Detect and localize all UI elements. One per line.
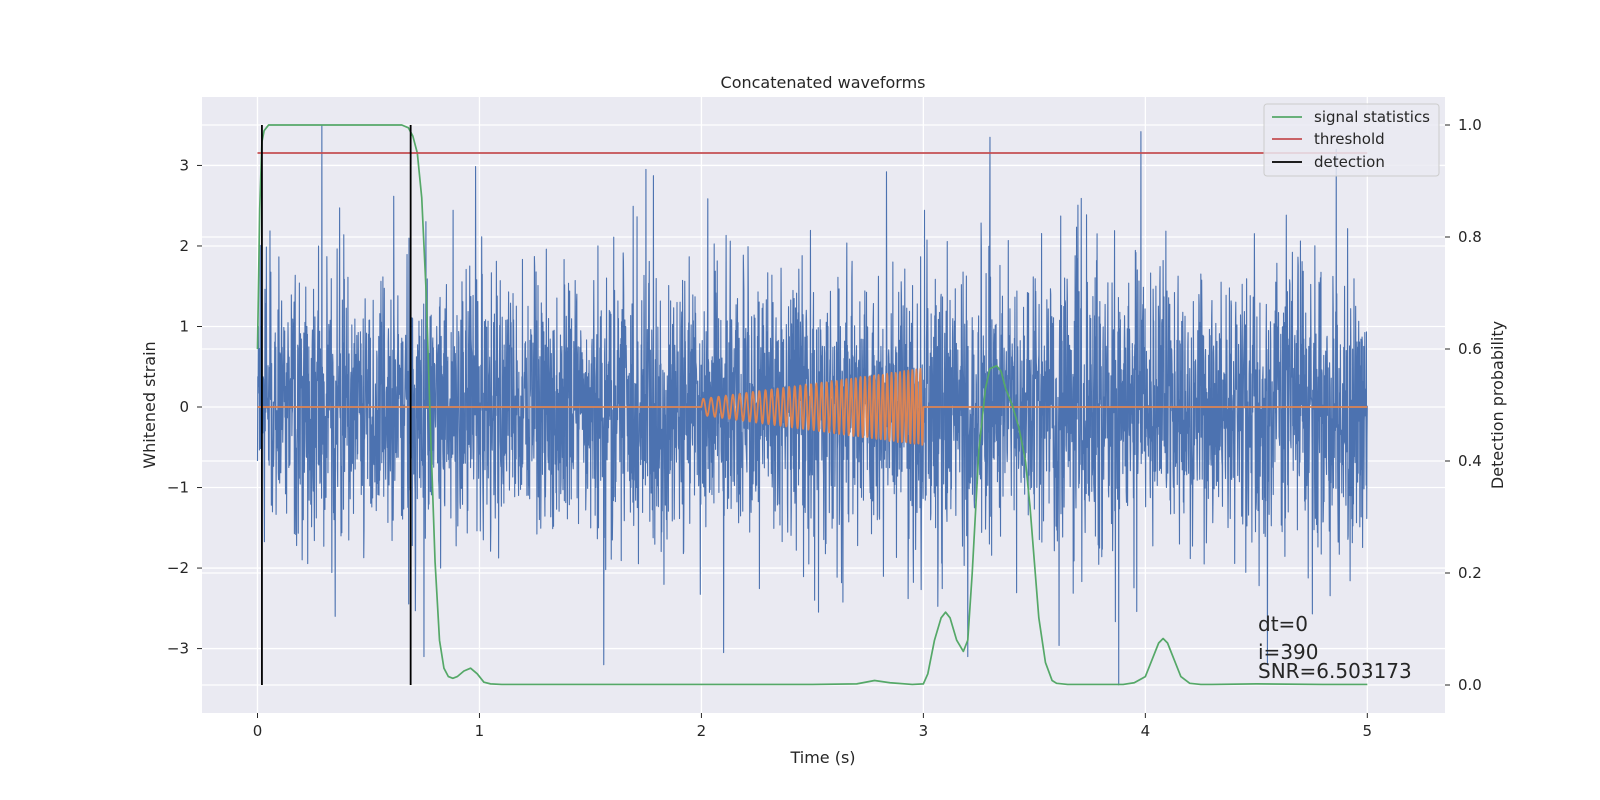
y-axis-ticks: −3 −2 −1 0 1 2 3 — [167, 156, 202, 658]
x-axis-title: Time (s) — [789, 748, 855, 767]
series-line-0 — [256, 124, 1368, 686]
y-tick-label: 1 — [179, 317, 189, 335]
y-tick-label: 2 — [179, 237, 189, 255]
y-tick-label: 0 — [179, 398, 189, 416]
right-tick-label: 0.6 — [1458, 340, 1482, 358]
right-tick-label: 0.2 — [1458, 564, 1482, 582]
annotation-snr: SNR=6.503173 — [1258, 659, 1412, 683]
x-axis-ticks: 0 1 2 3 4 5 — [253, 713, 1372, 740]
y-tick-label: −3 — [167, 640, 189, 658]
legend-label-signal-statistics: signal statistics — [1314, 108, 1430, 126]
x-tick-label: 2 — [697, 722, 707, 740]
right-tick-label: 0.4 — [1458, 452, 1482, 470]
y-tick-label: −2 — [167, 559, 189, 577]
right-tick-label: 0.8 — [1458, 228, 1482, 246]
x-tick-label: 0 — [253, 722, 263, 740]
annotation-block: dt=0 i=390 SNR=6.503173 — [1258, 612, 1412, 683]
series-line-2 — [256, 124, 1368, 686]
x-tick-label: 3 — [919, 722, 929, 740]
x-tick-label: 4 — [1141, 722, 1151, 740]
annotation-dt: dt=0 — [1258, 612, 1308, 636]
y-tick-label: −1 — [167, 479, 189, 497]
legend: signal statistics threshold detection — [1263, 103, 1440, 177]
right-tick-label: 0.0 — [1458, 676, 1482, 694]
chart-title: Concatenated waveforms — [721, 73, 926, 92]
legend-label-detection: detection — [1314, 153, 1385, 171]
annotation-index: i=390 — [1258, 640, 1319, 664]
y-axis-title: Whitened strain — [140, 341, 159, 468]
x-tick-label: 1 — [475, 722, 485, 740]
y-tick-label: 3 — [179, 156, 189, 174]
series-layer — [256, 124, 1368, 686]
right-axis-ticks: 0.0 0.2 0.4 0.6 0.8 1.0 — [1445, 116, 1482, 694]
legend-label-threshold: threshold — [1314, 130, 1385, 148]
legend-box — [1263, 103, 1440, 177]
x-tick-label: 5 — [1363, 722, 1373, 740]
series-line-1 — [256, 367, 1368, 446]
right-tick-label: 1.0 — [1458, 116, 1482, 134]
right-axis-title: Detection probability — [1488, 321, 1507, 489]
